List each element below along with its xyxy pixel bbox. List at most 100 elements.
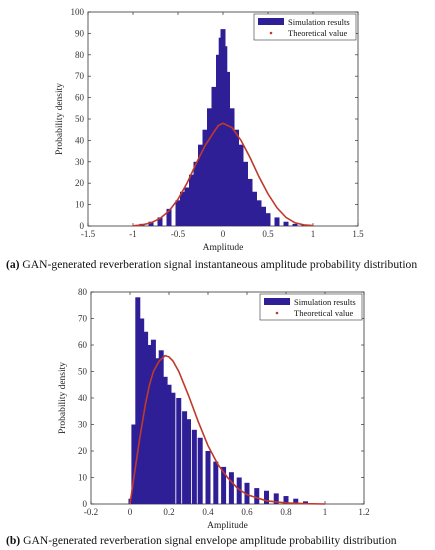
- histogram-bar: [236, 477, 242, 504]
- x-tick-label: 0.6: [241, 507, 253, 517]
- chart-a: 0 10 20 30 40 50 60 70 80 90 100 -1.5 -1 -0.5 0 0.5 1 1.5…: [55, 7, 364, 253]
- caption-b: (b) GAN-generated reverberation signal e…: [6, 534, 435, 547]
- histogram-bar: [197, 437, 203, 504]
- x-axis-label: Amplitude: [207, 521, 248, 531]
- histogram-bar: [175, 200, 181, 226]
- histogram-bar: [166, 384, 172, 504]
- histogram-bar: [147, 345, 152, 504]
- histogram-bar: [264, 490, 269, 504]
- histogram-bar: [180, 191, 185, 226]
- y-tick-label: 40: [78, 393, 88, 403]
- histogram-bar: [229, 108, 235, 226]
- y-tick-label: 0: [80, 221, 85, 231]
- x-tick-label: 1.5: [352, 229, 364, 239]
- histogram-bar: [216, 54, 221, 226]
- legend-label-curve: Theoretical value: [288, 28, 347, 38]
- legend-marker-curve: [275, 311, 279, 315]
- histogram-bar: [265, 213, 271, 226]
- histogram-bar: [193, 161, 199, 226]
- histogram-bar: [256, 200, 262, 226]
- histogram-bar: [198, 144, 203, 226]
- histogram-bar: [261, 206, 266, 226]
- x-tick-label: 0.5: [262, 229, 274, 239]
- histogram-bar: [213, 461, 219, 504]
- legend-label-histogram: Simulation results: [294, 297, 356, 307]
- histogram-bar: [211, 86, 217, 227]
- x-axis-label: Amplitude: [203, 243, 244, 253]
- histogram-bar: [189, 174, 194, 226]
- y-tick-label: 70: [75, 71, 85, 81]
- histogram-bar: [244, 482, 250, 504]
- histogram-bar: [243, 161, 248, 226]
- histogram-bar: [186, 419, 191, 504]
- histogram-bar: [292, 223, 298, 226]
- histogram-bar: [252, 191, 257, 226]
- histogram-bar: [283, 496, 289, 504]
- histogram-bar: [228, 472, 234, 504]
- y-tick-label: 20: [78, 446, 88, 456]
- legend-marker-curve: [269, 31, 273, 35]
- histogram-bar: [238, 144, 244, 226]
- caption-a: (a) GAN-generated reverberation signal i…: [6, 258, 435, 271]
- histogram-bar: [274, 217, 280, 226]
- legend-swatch-histogram: [264, 298, 290, 305]
- histogram-bar: [157, 217, 163, 226]
- caption-b-text: GAN-generated reverberation signal envel…: [20, 534, 397, 547]
- histogram-bar: [234, 129, 239, 226]
- y-tick-label: 60: [75, 93, 85, 103]
- y-tick-label: 70: [78, 314, 88, 324]
- y-tick-label: 30: [78, 420, 88, 430]
- y-tick-label: 50: [78, 367, 88, 377]
- y-tick-label: 10: [75, 200, 85, 210]
- histogram-bar: [143, 331, 149, 504]
- histogram-bar: [191, 429, 197, 504]
- theoretical-curve: [129, 354, 326, 505]
- histogram-bar: [303, 501, 308, 504]
- histogram-bar: [222, 46, 228, 226]
- caption-a-text: GAN-generated reverberation signal insta…: [19, 258, 418, 271]
- histogram-bar: [273, 493, 279, 504]
- histogram-bar: [182, 411, 188, 504]
- y-tick-label: 0: [83, 499, 88, 509]
- x-tick-label: 0: [221, 229, 226, 239]
- histogram-bar: [205, 451, 211, 504]
- histogram-bar: [131, 424, 137, 504]
- caption-b-label: (b): [6, 534, 21, 547]
- histogram-bar: [170, 392, 176, 504]
- x-tick-label: -0.2: [84, 507, 98, 517]
- histogram-bar: [176, 398, 182, 504]
- histogram-bar: [154, 358, 160, 504]
- y-tick-label: 90: [75, 28, 85, 38]
- histogram-bar: [158, 350, 164, 504]
- y-tick-label: 20: [75, 178, 85, 188]
- histogram-bar: [254, 488, 260, 504]
- histogram-bar: [150, 339, 156, 504]
- legend-label-histogram: Simulation results: [288, 17, 350, 27]
- histogram-bar: [247, 178, 253, 226]
- chart-panel-b: 0 10 20 30 40 50 60 70 80 -0.2 0 0.2 0.4 0.6 0.8 1 1.2 Am…: [0, 283, 435, 550]
- x-tick-label: 0.2: [163, 507, 174, 517]
- histogram-bar: [293, 498, 299, 504]
- x-tick-label: 1.2: [358, 507, 369, 517]
- histogram-bar: [207, 108, 212, 226]
- y-tick-label: 80: [75, 50, 85, 60]
- x-tick-label: 0.4: [202, 507, 214, 517]
- histogram-bar: [166, 208, 172, 226]
- x-tick-label: 0: [128, 507, 133, 517]
- x-tick-label: -1.5: [81, 229, 96, 239]
- caption-a-label: (a): [6, 258, 20, 271]
- y-tick-label: 40: [75, 135, 85, 145]
- x-tick-label: 0.8: [280, 507, 292, 517]
- x-tick-label: 1: [311, 229, 316, 239]
- y-axis-label: Probability density: [58, 362, 68, 434]
- histogram-bar: [221, 466, 227, 504]
- y-tick-label: 50: [75, 114, 85, 124]
- x-tick-label: -0.5: [171, 229, 186, 239]
- histogram-bar: [139, 318, 145, 504]
- histogram-bar: [283, 221, 289, 226]
- y-tick-label: 30: [75, 157, 85, 167]
- legend-swatch-histogram: [258, 18, 284, 25]
- x-tick-label: -1: [129, 229, 137, 239]
- y-axis-label: Probability density: [55, 83, 65, 155]
